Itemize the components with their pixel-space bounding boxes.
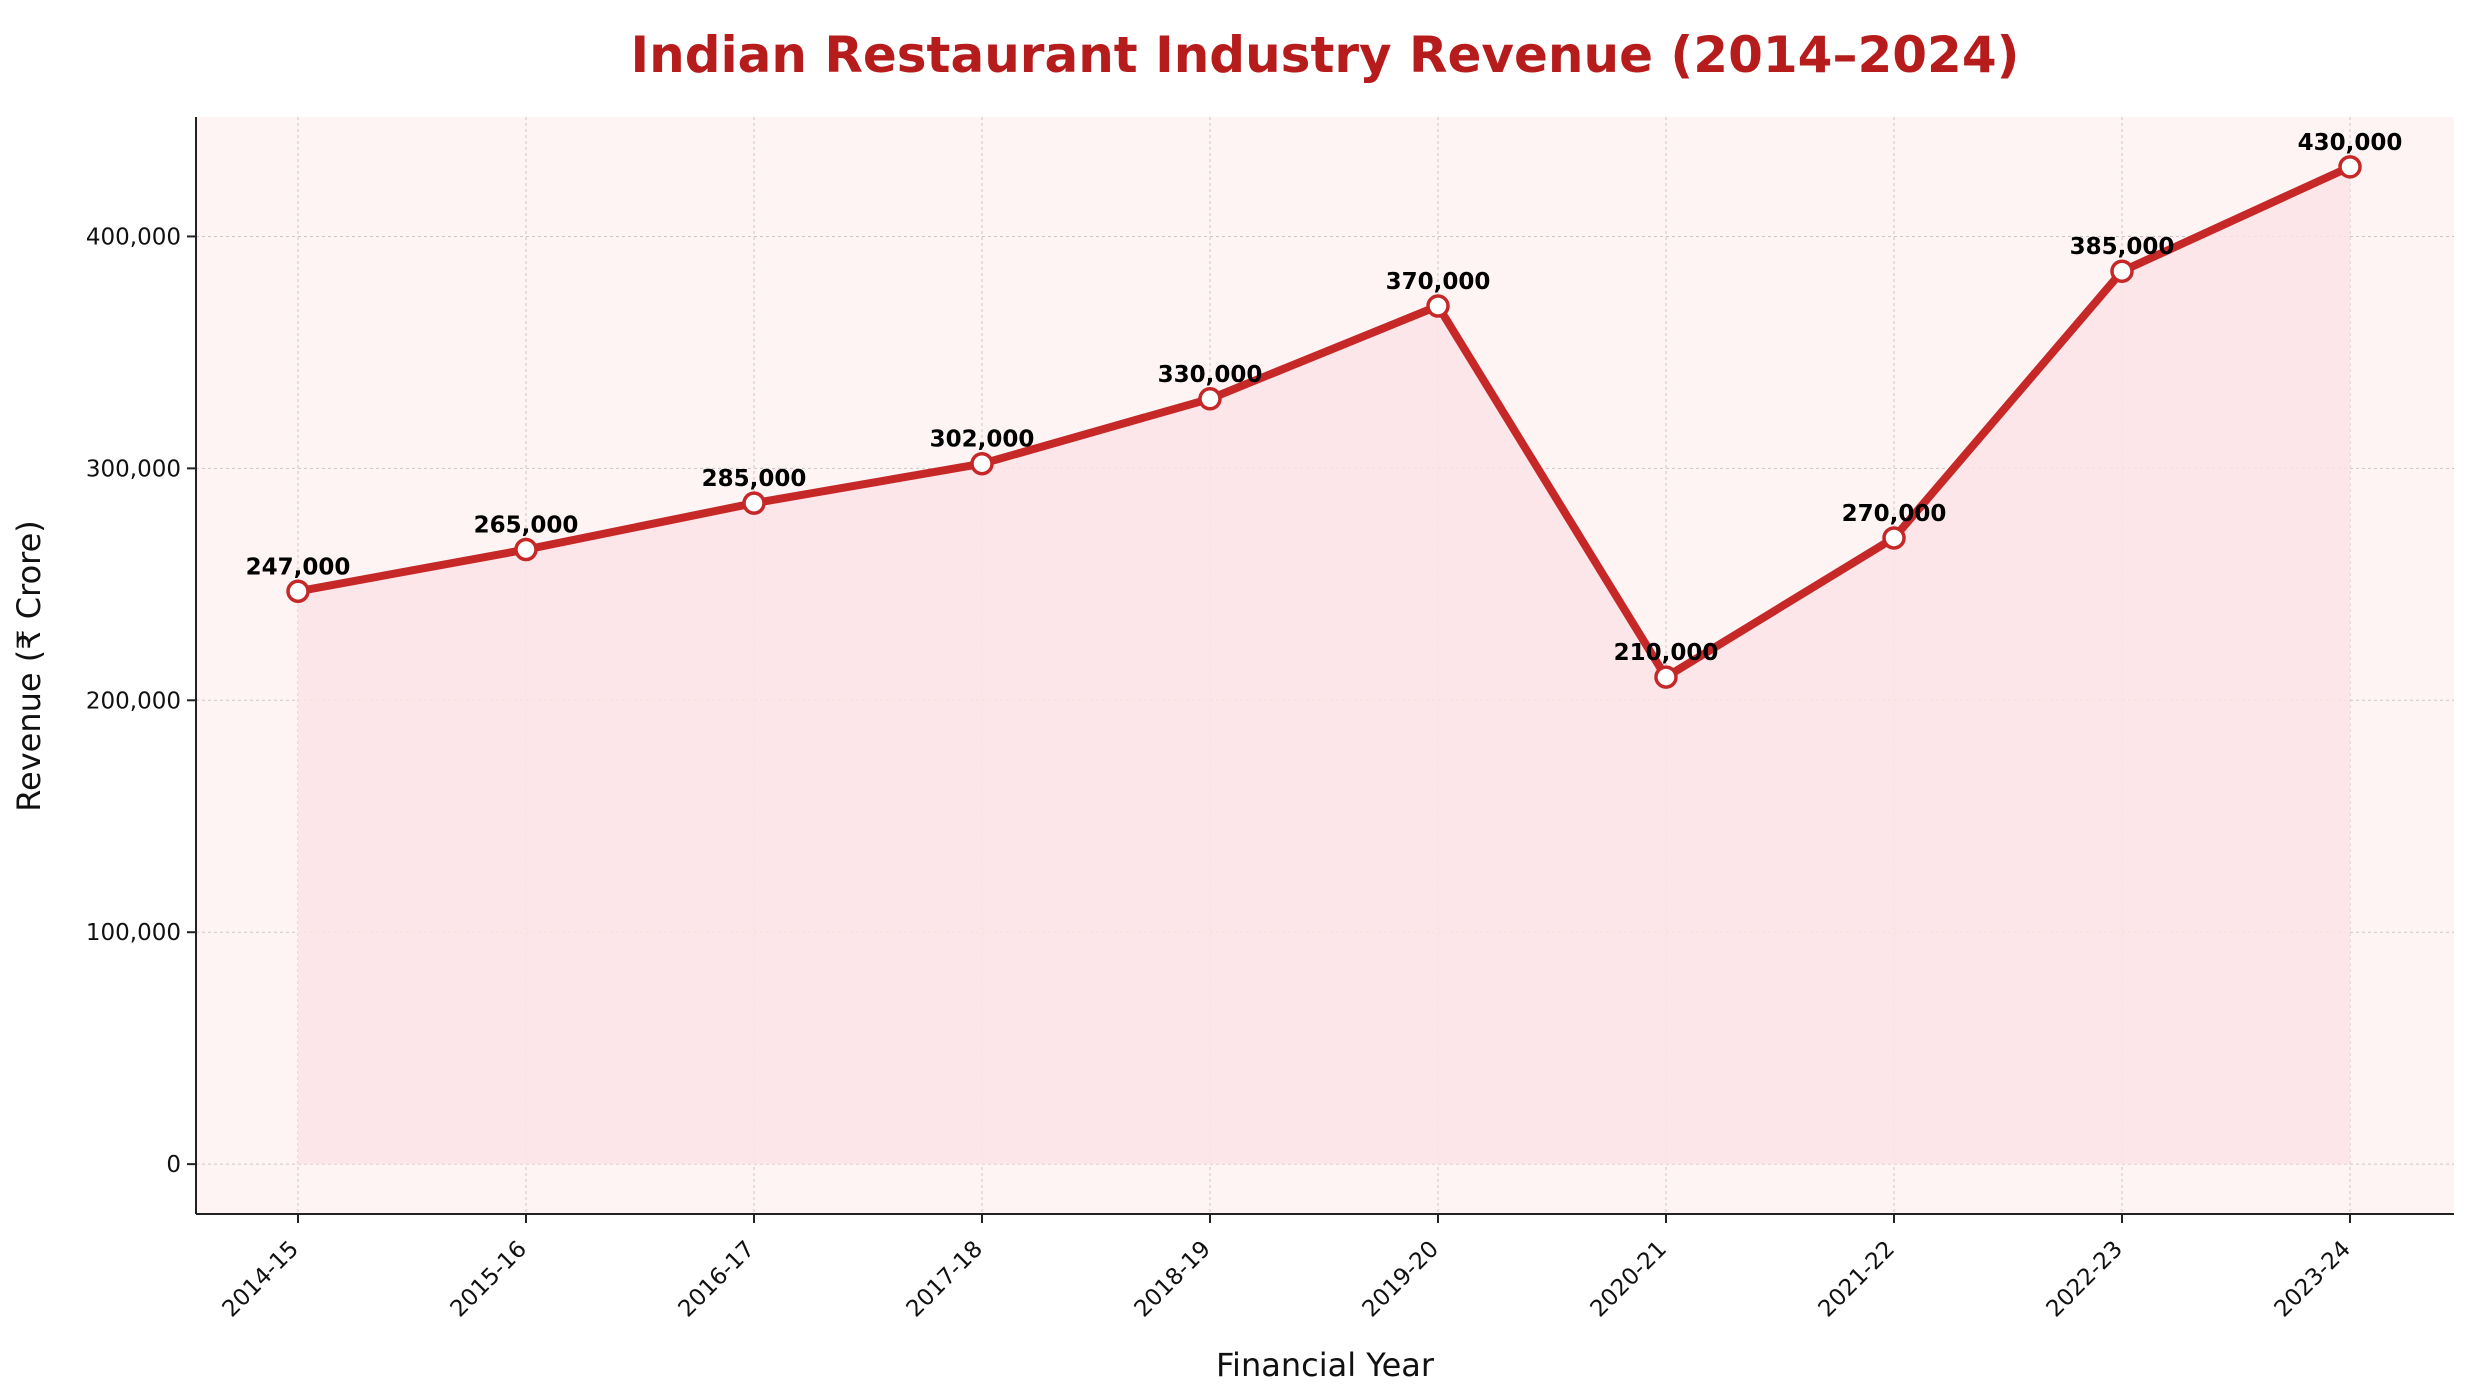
data-point [742,491,766,515]
y-axis-ticks: 0 100,000 200,000 300,000 400,000 [86,224,196,1178]
area-fill [298,166,2350,1165]
x-axis-label: Financial Year [1216,1346,1435,1384]
data-labels: 247,000 265,000 285,000 302,000 330,000 370,0… [246,130,2403,666]
data-label: 370,000 [1386,269,1491,295]
x-tick-label: 2016-17 [674,1236,760,1322]
x-tick-label: 2021-22 [1814,1236,1900,1322]
data-point [514,537,538,562]
data-point [286,579,310,604]
chart-title: Indian Restaurant Industry Revenue (2014… [631,26,2020,84]
data-label: 385,000 [2070,234,2175,260]
data-label: 430,000 [2298,130,2403,156]
data-label: 247,000 [246,554,351,580]
x-axis-ticks: 2014-15 2015-16 2016-17 2017-18 2018-19 2019-… [218,1214,2356,1322]
x-tick-label: 2019-20 [1358,1236,1444,1322]
x-tick-label: 2018-19 [1130,1236,1216,1322]
data-label: 265,000 [474,513,579,539]
y-tick-label: 400,000 [86,224,181,250]
data-point [2338,155,2362,179]
data-label: 302,000 [930,427,1035,453]
x-tick-label: 2014-15 [218,1236,304,1322]
data-point [1426,294,1450,318]
x-tick-label: 2020-21 [1586,1236,1672,1322]
x-tick-label: 2022-23 [2042,1236,2128,1322]
data-point [1654,665,1678,689]
y-axis-label: Revenue (₹ Crore) [10,520,48,812]
y-tick-label: 0 [166,1152,181,1178]
data-markers [286,155,2362,689]
data-label: 285,000 [702,466,807,492]
data-point [1882,526,1906,550]
data-label: 210,000 [1614,640,1719,666]
y-tick-label: 100,000 [86,920,181,946]
data-point [970,451,994,476]
data-point [1198,387,1222,411]
y-tick-label: 300,000 [86,456,181,482]
y-tick-label: 200,000 [86,688,181,714]
x-tick-label: 2015-16 [446,1236,532,1322]
data-point [2110,259,2134,283]
data-label: 270,000 [1842,501,1947,527]
x-tick-label: 2023-24 [2270,1236,2356,1322]
x-tick-label: 2017-18 [902,1236,988,1322]
series-line-revenue [297,163,2352,683]
data-label: 330,000 [1158,362,1263,388]
